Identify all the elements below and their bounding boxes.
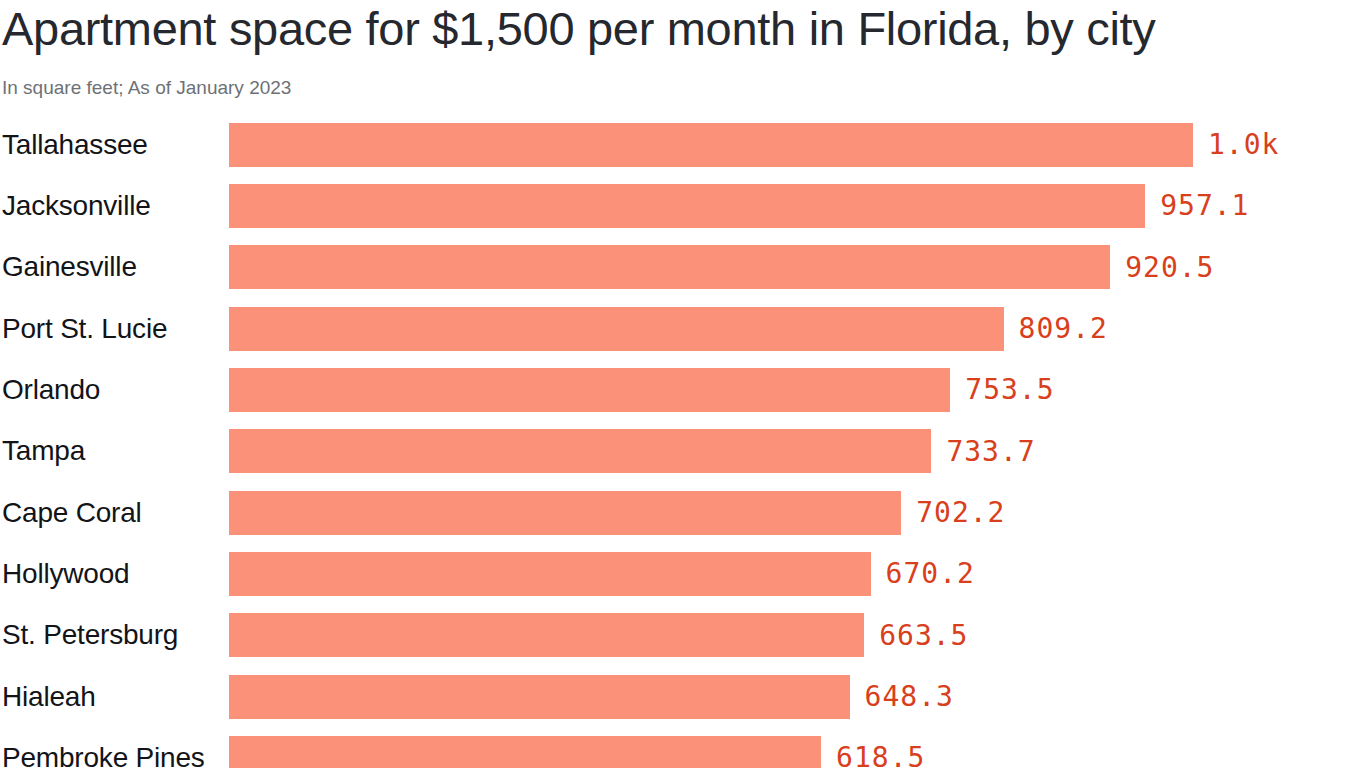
value-label: 702.2 (916, 496, 1005, 529)
bar-track: 1.0k (229, 114, 1366, 175)
value-label: 753.5 (965, 373, 1054, 406)
value-label: 809.2 (1019, 312, 1108, 345)
bar-row: Jacksonville 957.1 (0, 175, 1366, 236)
bar-track: 809.2 (229, 298, 1366, 359)
category-label: Hollywood (0, 558, 229, 590)
bar-track: 663.5 (229, 605, 1366, 666)
value-label: 957.1 (1160, 189, 1249, 222)
bar-row: Port St. Lucie 809.2 (0, 298, 1366, 359)
bar (229, 675, 850, 719)
page-subtitle: In square feet; As of January 2023 (2, 78, 291, 99)
bar-row: Cape Coral 702.2 (0, 482, 1366, 543)
chart-canvas: Apartment space for $1,500 per month in … (0, 0, 1366, 768)
bar-row: Orlando 753.5 (0, 359, 1366, 420)
category-label: Hialeah (0, 681, 229, 713)
bar-track: 920.5 (229, 237, 1366, 298)
category-label: Port St. Lucie (0, 313, 229, 345)
bar (229, 552, 871, 596)
value-label: 733.7 (946, 435, 1035, 468)
bar (229, 123, 1193, 167)
bar-row: Hollywood 670.2 (0, 543, 1366, 604)
bar-track: 670.2 (229, 543, 1366, 604)
bar-track: 957.1 (229, 175, 1366, 236)
bar-row: St. Petersburg 663.5 (0, 605, 1366, 666)
bar (229, 368, 950, 412)
value-label: 670.2 (886, 557, 975, 590)
bar (229, 245, 1110, 289)
bar-track: 733.7 (229, 421, 1366, 482)
value-label: 618.5 (836, 741, 925, 768)
bar (229, 429, 931, 473)
category-label: Pembroke Pines (0, 742, 229, 768)
category-label: Cape Coral (0, 497, 229, 529)
value-label: 663.5 (879, 619, 968, 652)
bar-track: 618.5 (229, 727, 1366, 768)
bar-row: Hialeah 648.3 (0, 666, 1366, 727)
bar-track: 702.2 (229, 482, 1366, 543)
value-label: 1.0k (1208, 128, 1279, 161)
value-label: 920.5 (1125, 251, 1214, 284)
bar-row: Gainesville 920.5 (0, 237, 1366, 298)
bar-track: 648.3 (229, 666, 1366, 727)
category-label: Jacksonville (0, 190, 229, 222)
bar (229, 736, 821, 768)
bar (229, 307, 1004, 351)
bar-chart: Tallahassee 1.0k Jacksonville 957.1 Gain… (0, 114, 1366, 768)
category-label: Tampa (0, 435, 229, 467)
bar-row: Tampa 733.7 (0, 421, 1366, 482)
value-label: 648.3 (865, 680, 954, 713)
page-title: Apartment space for $1,500 per month in … (2, 2, 1342, 56)
category-label: Tallahassee (0, 129, 229, 161)
category-label: St. Petersburg (0, 619, 229, 651)
bar-row: Pembroke Pines 618.5 (0, 727, 1366, 768)
bar-row: Tallahassee 1.0k (0, 114, 1366, 175)
category-label: Gainesville (0, 251, 229, 283)
bar (229, 184, 1145, 228)
bar (229, 491, 901, 535)
bar (229, 613, 864, 657)
bar-track: 753.5 (229, 359, 1366, 420)
category-label: Orlando (0, 374, 229, 406)
